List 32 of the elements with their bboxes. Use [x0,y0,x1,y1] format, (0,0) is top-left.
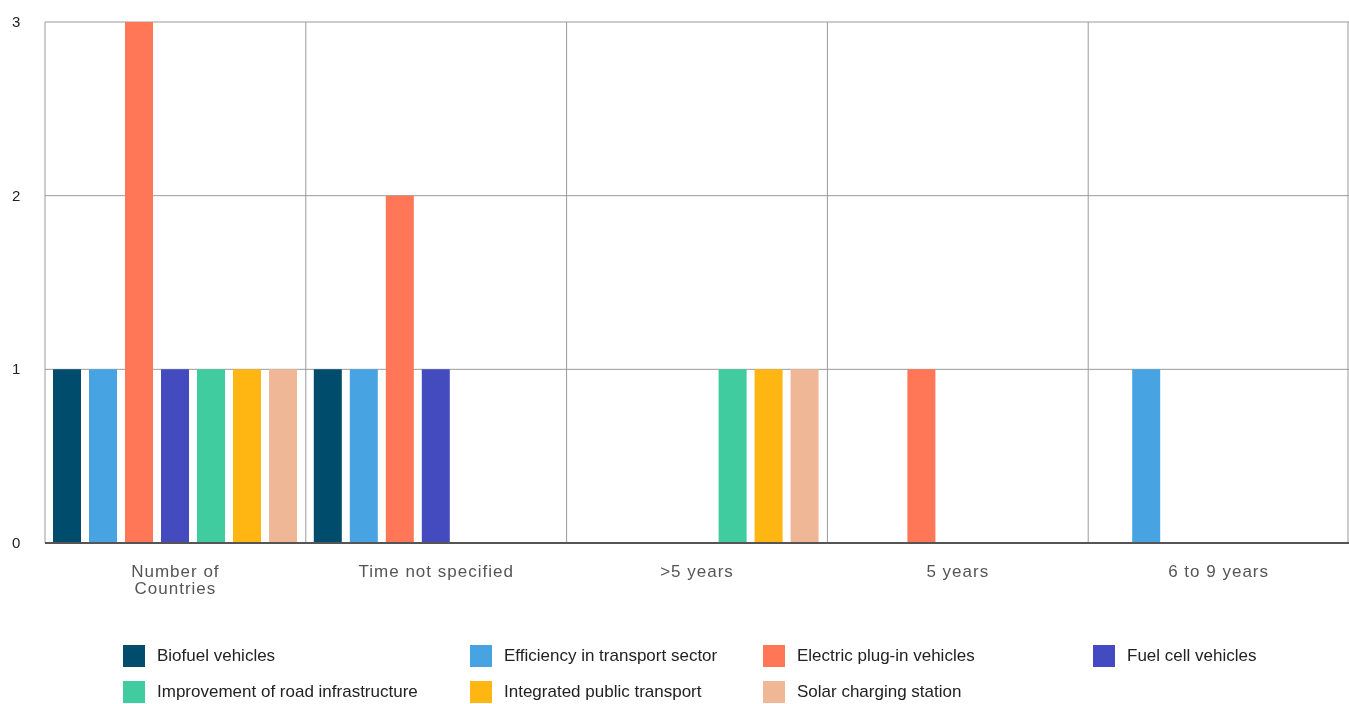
legend-label: Solar charging station [797,682,962,702]
y-tick-label: 0 [12,534,21,551]
bar [1132,369,1161,543]
legend-label: Fuel cell vehicles [1127,646,1257,666]
bar [385,195,414,543]
bar [125,22,153,543]
bar [790,369,819,543]
x-tick-label: 6 to 9 years [1168,562,1270,582]
x-tick-label: Time not specified [358,562,514,582]
bar [313,369,342,543]
bar [421,369,450,543]
bar [269,369,297,543]
legend-label: Biofuel vehicles [157,646,276,666]
x-tick-label: Number of Countries [131,562,220,599]
y-tick-label: 1 [12,360,21,378]
bar [197,369,225,543]
bar [89,369,117,543]
bar [161,369,189,543]
bar [53,369,81,543]
bar [349,369,378,543]
x-tick-label: >5 years [660,562,734,582]
bar [718,369,747,543]
legend-label: Improvement of road infrastructure [157,682,418,702]
bar [754,369,783,543]
y-tick-label: 2 [12,186,21,204]
legend-label: Electric plug-in vehicles [797,646,975,666]
bar [233,369,261,543]
legend-label: Integrated public transport [504,682,702,702]
bar [907,369,936,543]
x-tick-label: 5 years [926,562,990,582]
legend-label: Efficiency in transport sector [504,646,718,666]
y-tick-label: 3 [12,13,21,30]
